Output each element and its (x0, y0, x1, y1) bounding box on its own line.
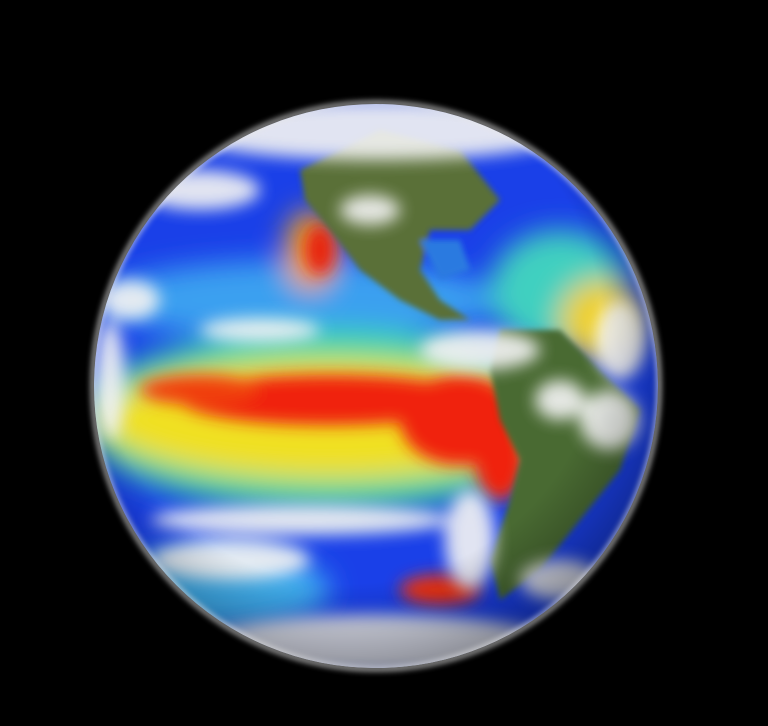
earth (94, 104, 658, 668)
cloud-rim (90, 100, 662, 672)
